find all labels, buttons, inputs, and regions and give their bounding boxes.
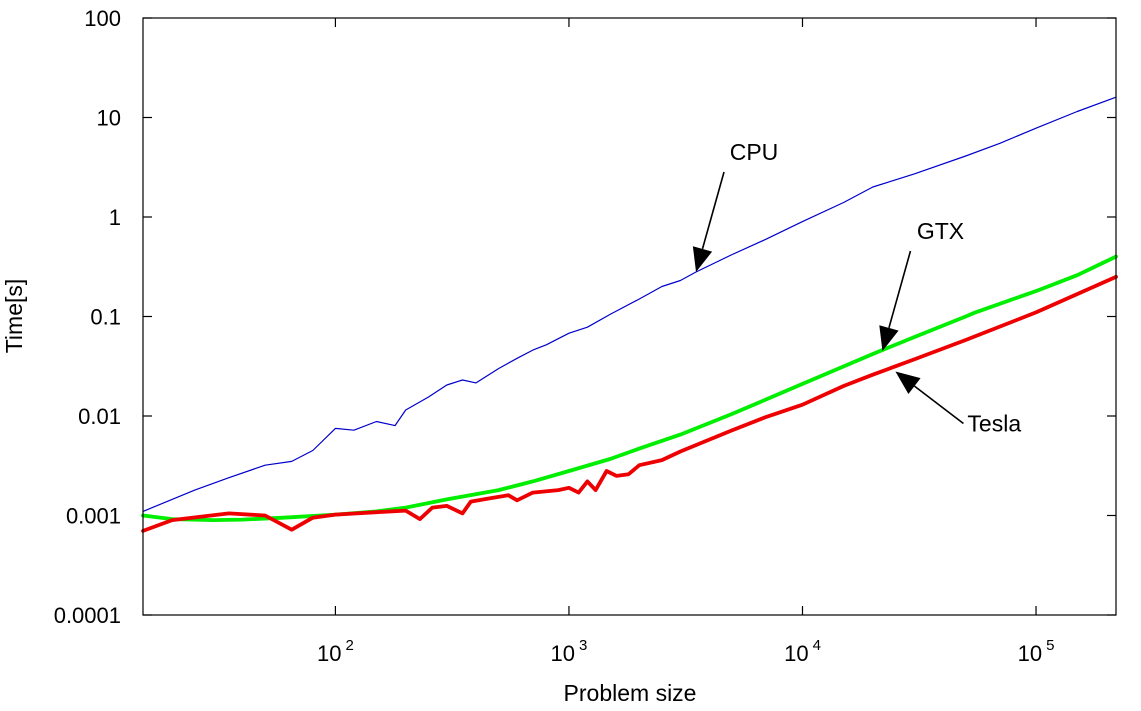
- x-axis-ticks: 10 2 10 3 10 4 10 5: [317, 18, 1054, 666]
- y-tick-label: 100: [84, 6, 121, 31]
- x-tick-label: 10 5: [1018, 637, 1055, 666]
- annotation-arrow-cpu: [701, 171, 725, 250]
- annotation-arrowhead-gtx: [879, 325, 899, 352]
- y-tick-label: 1: [109, 205, 121, 230]
- annotation-arrowhead-cpu: [692, 246, 713, 273]
- y-tick-label: 10: [97, 106, 121, 131]
- data-series: [141, 96, 1118, 533]
- y-tick-label: 0.001: [66, 504, 121, 529]
- annotation-label-cpu: CPU: [730, 139, 779, 165]
- plot-frame: [142, 17, 1117, 616]
- annotation-label-tesla: Tesla: [967, 411, 1021, 437]
- annotation-arrowhead-tesla: [895, 371, 921, 395]
- x-axis-title: Problem size: [564, 680, 697, 706]
- annotation-arrow-tesla: [914, 385, 964, 425]
- y-tick-label: 0.01: [78, 404, 121, 429]
- series-line-tesla: [141, 275, 1118, 533]
- annotation-label-gtx: GTX: [917, 218, 964, 244]
- series-line-cpu: [142, 96, 1117, 512]
- x-tick-label: 10 2: [317, 637, 354, 666]
- x-tick-label: 10 4: [784, 637, 821, 666]
- series-line-gtx: [141, 254, 1118, 522]
- y-axis-title: Time[s]: [1, 279, 27, 354]
- y-tick-label: 0.0001: [54, 603, 121, 628]
- y-axis-ticks: 100 10 1 0.1 0.01 0.001 0.0001: [54, 6, 1116, 628]
- annotations: CPU GTX Tesla: [692, 139, 1021, 437]
- y-tick-label: 0.1: [90, 305, 121, 330]
- annotation-arrow-gtx: [888, 250, 912, 329]
- x-tick-label: 10 3: [551, 637, 588, 666]
